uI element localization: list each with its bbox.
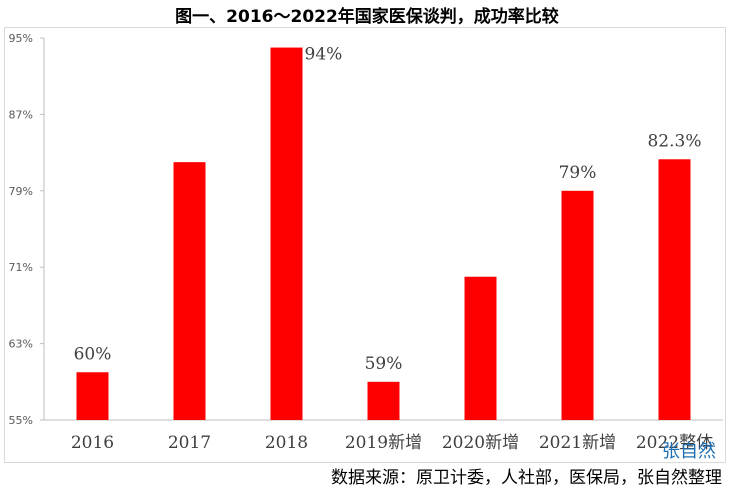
chart-title: 图一、2016～2022年国家医保谈判，成功率比较 <box>175 7 559 27</box>
bar <box>173 162 206 420</box>
plot-frame <box>4 27 726 463</box>
x-tick-label: 2018 <box>265 433 308 453</box>
source-note: 数据来源：原卫计委，人社部，医保局，张自然整理 <box>331 468 722 488</box>
x-tick-label: 2021新增 <box>539 433 616 453</box>
bar <box>464 276 497 420</box>
data-label: 79% <box>559 163 597 183</box>
y-tick-label: 87% <box>9 108 33 121</box>
x-tick-label: 2016 <box>71 433 114 453</box>
x-tick-label: 2022整体 <box>636 433 713 453</box>
data-label: 94% <box>305 45 343 65</box>
bar <box>561 190 594 420</box>
y-tick-label: 55% <box>9 414 33 427</box>
y-axis-ticks: 55% 63% 71% 79% 87% 95% <box>9 32 44 427</box>
data-label: 82.3% <box>647 131 701 151</box>
x-tick-label: 2019新增 <box>345 433 422 453</box>
x-tick-label: 2020新增 <box>442 433 519 453</box>
bar <box>270 47 303 421</box>
y-tick-label: 71% <box>9 261 33 274</box>
y-tick-label: 79% <box>9 185 33 198</box>
data-label: 60% <box>74 344 112 364</box>
bars <box>76 47 691 421</box>
watermark: 张自然 <box>662 441 716 462</box>
y-tick-label: 63% <box>9 338 33 351</box>
x-axis-labels: 2016 2017 2018 2019新增 2020新增 2021新增 2022整体 <box>71 433 713 453</box>
bar <box>658 159 691 420</box>
y-tick-label: 95% <box>9 32 33 45</box>
data-labels: 60% 94% 59% 79% 82.3% <box>74 45 702 374</box>
bar <box>76 372 109 420</box>
bar <box>367 381 400 420</box>
data-label: 59% <box>365 354 403 374</box>
x-tick-label: 2017 <box>168 433 211 453</box>
